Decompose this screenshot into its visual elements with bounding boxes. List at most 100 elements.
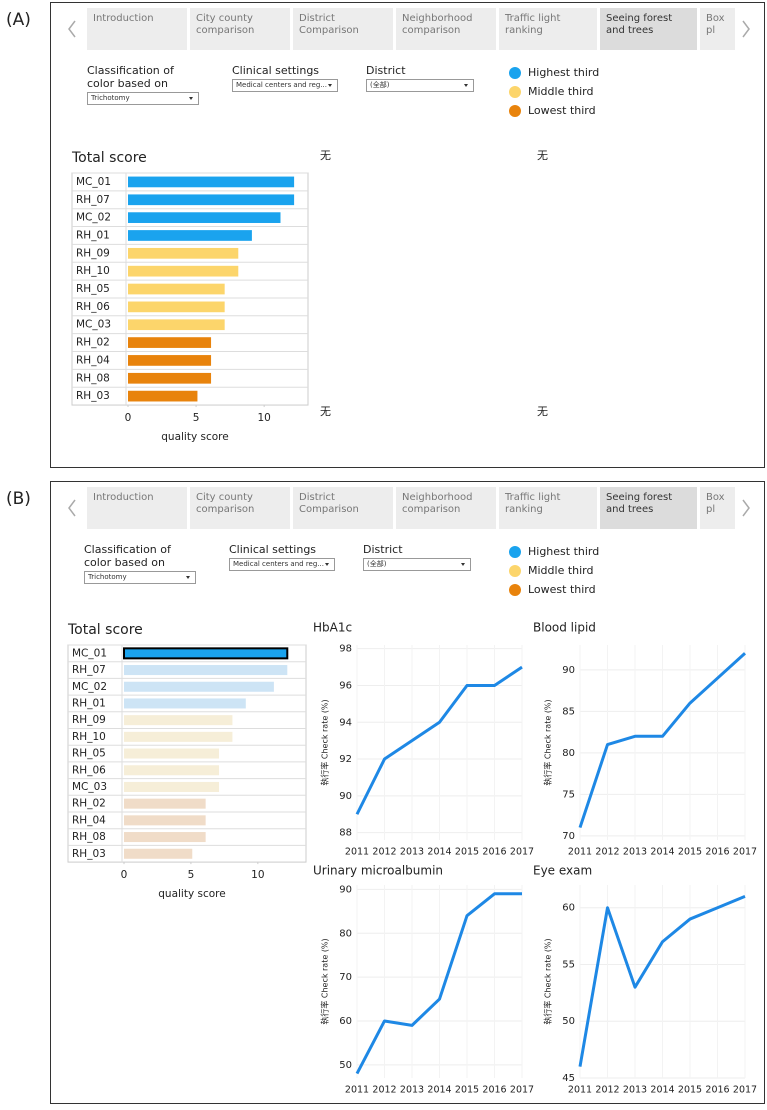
line: [355, 892, 522, 1075]
row-label: MC_01: [72, 647, 107, 659]
placeholder: 无: [537, 149, 548, 162]
row-label: RH_02: [72, 798, 106, 810]
filter-dropdown[interactable]: (全部): [363, 558, 471, 571]
row-label: RH_04: [76, 354, 110, 366]
bar[interactable]: [128, 230, 252, 241]
nav-tab[interactable]: Traffic light ranking: [499, 8, 597, 50]
nav-tab[interactable]: Introduction: [87, 487, 187, 529]
y-tick-label: 94: [339, 717, 352, 728]
bar[interactable]: [128, 390, 198, 402]
row-label: MC_03: [72, 781, 107, 793]
x-tick-label: 2013: [400, 1085, 424, 1096]
legend-label: Highest third: [528, 545, 599, 558]
y-tick-label: 96: [339, 680, 352, 691]
nav-tab[interactable]: Box pl: [700, 487, 735, 529]
nav-tab[interactable]: District Comparison: [293, 8, 393, 50]
y-tick-label: 90: [339, 884, 352, 895]
legend-swatch: [509, 105, 521, 117]
chart-title: Eye exam: [533, 864, 592, 878]
bar[interactable]: [124, 731, 233, 742]
bar[interactable]: [124, 832, 206, 843]
y-tick-label: 90: [339, 791, 352, 802]
x-axis-label: quality score: [161, 431, 228, 443]
bar[interactable]: [128, 301, 225, 313]
y-tick-label: 55: [562, 959, 575, 970]
chart-title: HbA1c: [313, 621, 352, 635]
row-label: RH_06: [76, 301, 110, 313]
bar[interactable]: [128, 372, 212, 384]
bar[interactable]: [128, 265, 239, 277]
filter-dropdown[interactable]: Medical centers and reg...: [229, 558, 335, 571]
nav-tab[interactable]: Neighborhood comparison: [396, 487, 496, 529]
y-tick-label: 75: [562, 789, 575, 800]
x-tick-label: 2014: [427, 1085, 451, 1096]
x-tick-label: 2017: [510, 1085, 534, 1096]
filter-label: District: [366, 64, 406, 77]
nav-tab[interactable]: Traffic light ranking: [499, 487, 597, 529]
row-label: RH_10: [72, 731, 106, 743]
nav-tab[interactable]: City county comparison: [190, 8, 290, 50]
bar[interactable]: [124, 681, 274, 692]
y-tick-label: 50: [562, 1016, 575, 1027]
bar[interactable]: [123, 647, 289, 660]
row-label: RH_05: [72, 748, 106, 760]
row-label: MC_02: [72, 681, 107, 693]
bar[interactable]: [128, 355, 212, 366]
bar[interactable]: [124, 698, 246, 709]
bar[interactable]: [124, 748, 220, 759]
x-tick-label: 0: [125, 412, 132, 424]
nav-next[interactable]: [742, 499, 750, 517]
legend-swatch: [509, 86, 521, 98]
x-tick-label: 2013: [623, 1085, 647, 1096]
nav-next[interactable]: [742, 20, 750, 38]
filter-dropdown[interactable]: Trichotomy: [87, 92, 199, 105]
bar[interactable]: [128, 194, 295, 206]
x-tick-label: 2012: [595, 1085, 619, 1096]
legend-swatch: [509, 67, 521, 79]
x-tick-label: 2014: [650, 1085, 674, 1096]
bar[interactable]: [124, 848, 193, 859]
y-tick-label: 90: [562, 665, 575, 676]
row-label: RH_08: [72, 831, 106, 843]
bar[interactable]: [128, 176, 295, 188]
bar[interactable]: [128, 212, 281, 223]
nav-tab[interactable]: Seeing forest and trees: [600, 8, 697, 50]
y-tick-label: 60: [339, 1016, 352, 1027]
nav-tab[interactable]: City county comparison: [190, 487, 290, 529]
nav-prev[interactable]: [68, 499, 76, 517]
bar[interactable]: [124, 798, 206, 809]
x-tick-label: 2015: [455, 847, 479, 858]
row-label: RH_10: [76, 265, 110, 277]
legend-label: Lowest third: [528, 583, 596, 596]
x-tick-label: 2015: [455, 1085, 479, 1096]
row-label: RH_04: [72, 814, 106, 826]
x-tick-label: 2016: [705, 1085, 729, 1096]
bar[interactable]: [128, 319, 225, 331]
bar[interactable]: [128, 337, 212, 348]
filter-dropdown[interactable]: (全部): [366, 79, 474, 92]
x-tick-label: 5: [188, 869, 195, 881]
bar[interactable]: [128, 283, 225, 295]
nav-tab[interactable]: Introduction: [87, 8, 187, 50]
x-tick-label: 2016: [482, 1085, 506, 1096]
nav-tab[interactable]: District Comparison: [293, 487, 393, 529]
y-tick-label: 85: [562, 706, 575, 717]
row-label: RH_07: [76, 194, 110, 206]
bar[interactable]: [124, 765, 220, 776]
y-tick-label: 45: [562, 1073, 575, 1084]
x-tick-label: 0: [121, 869, 128, 881]
bar[interactable]: [124, 665, 288, 676]
x-tick-label: 2013: [623, 847, 647, 858]
filter-dropdown[interactable]: Trichotomy: [84, 571, 196, 584]
y-tick-label: 60: [562, 903, 575, 914]
bar[interactable]: [128, 247, 239, 259]
bar[interactable]: [124, 715, 233, 726]
nav-tab[interactable]: Seeing forest and trees: [600, 487, 697, 529]
filter-dropdown[interactable]: Medical centers and reg...: [232, 79, 338, 92]
placeholder: 无: [320, 405, 331, 418]
nav-tab[interactable]: Box pl: [700, 8, 735, 50]
nav-prev[interactable]: [68, 20, 76, 38]
nav-tab[interactable]: Neighborhood comparison: [396, 8, 496, 50]
bar[interactable]: [124, 815, 206, 826]
bar[interactable]: [124, 781, 220, 792]
